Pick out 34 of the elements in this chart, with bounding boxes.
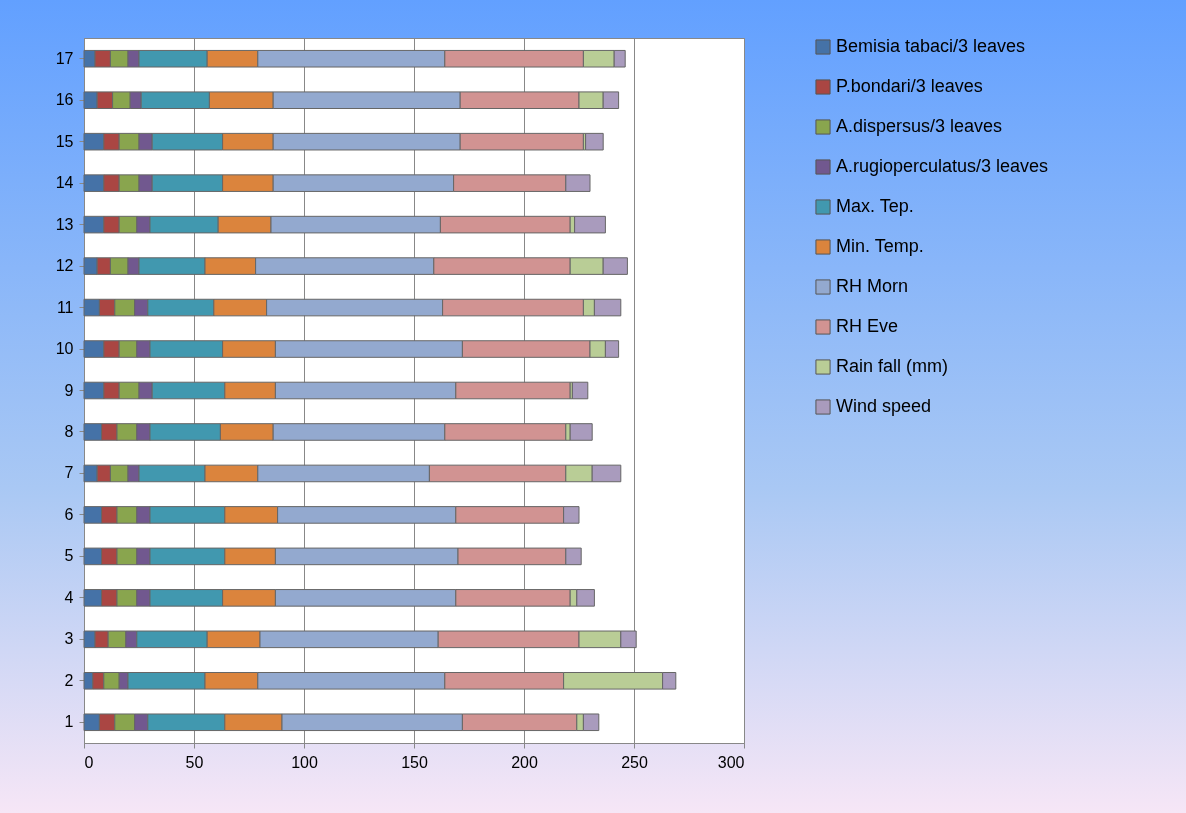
y-tick-label: 10 — [55, 340, 74, 358]
y-tick-label: 11 — [56, 298, 74, 316]
legend-label: P.bondari/3 leaves — [836, 76, 983, 96]
y-tick-label: 12 — [55, 257, 74, 275]
y-tick-label: 17 — [55, 49, 74, 67]
x-tick-label: 50 — [185, 753, 204, 771]
x-tick-label: 200 — [511, 753, 538, 771]
y-tick-label: 3 — [64, 630, 74, 648]
legend-label: RH Morn — [836, 276, 909, 296]
x-tick-label: 300 — [717, 753, 745, 771]
y-tick-label: 4 — [64, 588, 74, 606]
y-tick-label: 9 — [64, 381, 74, 399]
legend-label: Max. Tep. — [836, 196, 914, 216]
x-tick-label: 150 — [401, 753, 428, 771]
y-tick-label: 2 — [64, 671, 74, 689]
legend-label: RH Eve — [836, 316, 899, 336]
y-tick-label: 15 — [55, 132, 74, 150]
legend-label: Bemisia tabaci/3 leaves — [836, 36, 1026, 56]
legend-label: A.rugioperculatus/3 leaves — [836, 156, 1049, 176]
y-tick-label: 14 — [55, 174, 74, 192]
y-tick-label: 13 — [55, 215, 74, 233]
y-tick-label: 6 — [64, 505, 74, 523]
legend-label: Wind speed — [836, 396, 932, 416]
y-tick-label: 5 — [64, 547, 74, 565]
x-tick-label: 0 — [84, 753, 94, 771]
y-tick-label: 8 — [64, 422, 74, 440]
legend-label: Min. Temp. — [836, 236, 924, 256]
y-tick-label: 16 — [55, 91, 74, 109]
x-tick-label: 100 — [291, 753, 318, 771]
legend-label: Rain fall (mm) — [836, 356, 949, 376]
y-tick-label: 1 — [64, 713, 74, 731]
x-tick-label: 250 — [621, 753, 648, 771]
y-tick-label: 7 — [64, 464, 74, 482]
legend-label: A.dispersus/3 leaves — [836, 116, 1003, 136]
